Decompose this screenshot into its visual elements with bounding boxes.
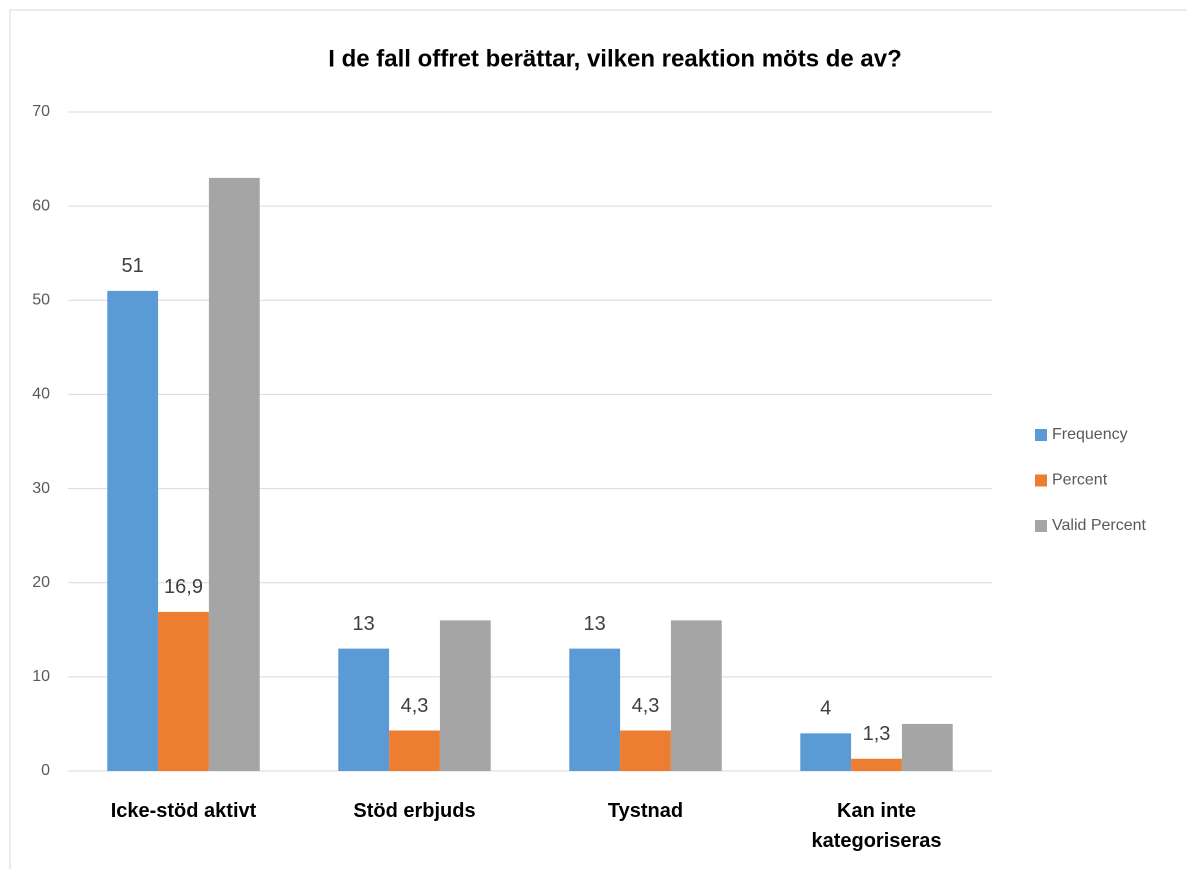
data-label: 1,3 [863, 723, 891, 745]
data-label: 4,3 [401, 695, 429, 717]
data-label: 51 [122, 255, 144, 277]
bar [569, 648, 621, 771]
legend-label: Frequency [1052, 426, 1128, 443]
bar [439, 620, 491, 771]
bar [389, 730, 440, 771]
chart-title: I de fall offret berättar, vilken reakti… [328, 45, 902, 72]
y-tick-label: 10 [32, 668, 50, 685]
legend-swatch [1035, 474, 1047, 487]
y-tick-label: 70 [32, 103, 50, 120]
x-tick-label: Kan inte kategoriseras [811, 800, 942, 852]
bar [338, 648, 390, 771]
y-tick-label: 40 [32, 386, 50, 403]
data-label: 13 [353, 613, 375, 635]
y-tick-label: 20 [32, 574, 50, 591]
x-tick-label: Icke-stöd aktivt [110, 800, 257, 822]
y-tick-label: 60 [32, 197, 50, 214]
bar [107, 290, 159, 771]
bar [670, 620, 722, 771]
bar [800, 733, 852, 771]
y-tick-label: 0 [41, 762, 50, 779]
data-label: 4,3 [632, 695, 660, 717]
legend-label: Percent [1052, 472, 1108, 489]
bar [851, 758, 902, 771]
bar [158, 611, 209, 771]
legend-label: Valid Percent [1052, 517, 1147, 534]
chart-frame [9, 9, 1187, 869]
legend-swatch [1035, 429, 1047, 441]
bar [208, 177, 260, 771]
bar [901, 723, 953, 771]
bar [620, 730, 671, 771]
legend-swatch [1035, 520, 1047, 532]
y-tick-label: 30 [32, 480, 50, 497]
x-tick-label: Stöd erbjuds [353, 800, 476, 822]
data-label: 4 [820, 698, 831, 720]
data-label: 13 [584, 613, 606, 635]
data-label: 16,9 [164, 576, 203, 598]
y-tick-label: 50 [32, 292, 50, 309]
x-tick-label: Tystnad [607, 800, 684, 822]
